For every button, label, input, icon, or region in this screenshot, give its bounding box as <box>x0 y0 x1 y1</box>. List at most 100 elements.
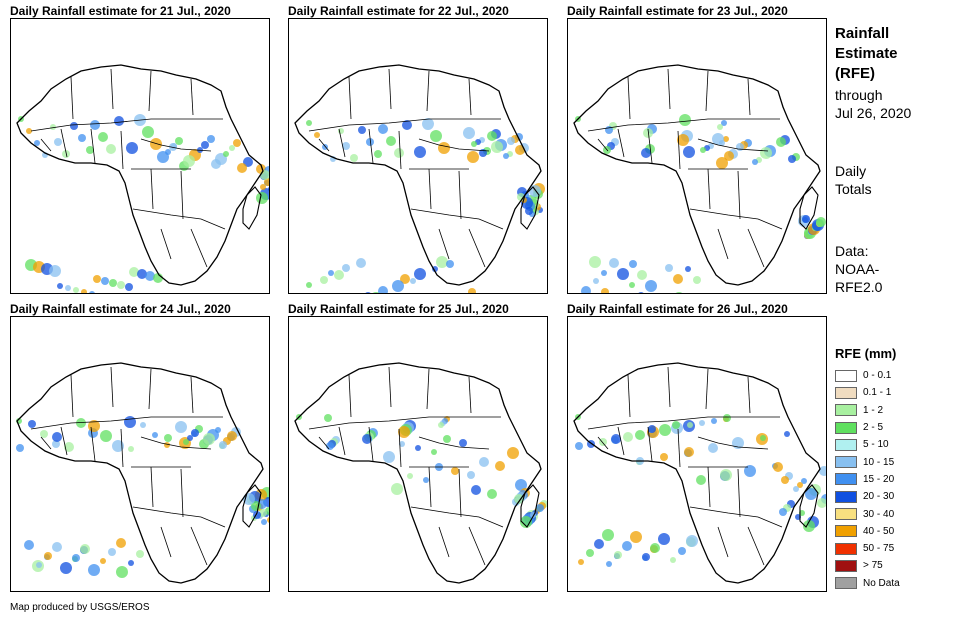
rainfall-patch <box>314 132 320 138</box>
country-border <box>647 426 653 462</box>
country-border <box>410 208 504 230</box>
map-25 <box>288 316 548 592</box>
rainfall-patch <box>451 467 459 475</box>
map-22 <box>288 18 548 294</box>
rainfall-patch <box>683 146 695 158</box>
country-border <box>190 78 194 116</box>
country-border <box>30 118 223 132</box>
rainfall-patch <box>723 136 729 142</box>
madagascar-outline <box>242 186 262 230</box>
legend-label: 5 - 10 <box>863 439 889 451</box>
rainfall-patch <box>89 291 95 293</box>
rainfall-patch <box>229 145 235 151</box>
country-border <box>132 208 226 230</box>
rainfall-patch <box>165 149 171 155</box>
rainfall-patch <box>699 420 705 426</box>
rainfall-patch <box>659 424 671 436</box>
rainfall-patch <box>124 416 136 428</box>
rainfall-patch <box>256 192 268 204</box>
rainfall-patch <box>78 134 86 142</box>
rainfall-patch <box>268 192 269 200</box>
country-border <box>160 228 172 260</box>
rainfall-patch <box>724 151 734 161</box>
rainfall-patch <box>642 553 650 561</box>
country-border <box>689 208 783 230</box>
legend-label: 0.1 - 1 <box>863 387 892 399</box>
rainfall-patch <box>438 142 450 154</box>
map-24 <box>10 316 270 592</box>
country-border <box>30 416 223 430</box>
rainfall-patch <box>142 126 154 138</box>
rainfall-patch <box>797 482 803 488</box>
country-border <box>677 428 681 468</box>
country-border <box>597 138 609 152</box>
rainfall-patch <box>463 127 475 139</box>
madagascar-outline <box>520 186 540 230</box>
panel-title: Daily Rainfall estimate for 24 Jul., 202… <box>10 302 231 316</box>
madagascar-outline <box>799 484 819 528</box>
rainfall-patch <box>65 285 71 291</box>
rainfall-patch <box>136 550 144 558</box>
rainfall-patch <box>52 440 60 448</box>
rainfall-patch <box>487 131 497 141</box>
panel-title: Daily Rainfall estimate for 22 Jul., 202… <box>288 4 509 18</box>
rainfall-patch <box>326 442 334 450</box>
rainfall-patch <box>517 193 525 201</box>
rainfall-patch <box>93 275 101 283</box>
rainfall-patch <box>76 418 86 428</box>
rainfall-patch <box>637 270 647 280</box>
legend-swatch <box>835 421 857 434</box>
rainfall-patch <box>116 566 128 578</box>
rainfall-patch <box>686 535 698 547</box>
rainfall-patch <box>334 270 344 280</box>
country-border <box>180 468 184 518</box>
legend-swatch <box>835 577 857 590</box>
rainfall-patch <box>503 153 509 159</box>
legend-item: 5 - 10 <box>835 436 955 453</box>
rainfall-patch <box>760 147 772 159</box>
rainfall-patch <box>80 544 90 554</box>
legend-item: > 75 <box>835 557 955 574</box>
rainfall-patch <box>423 477 429 483</box>
country-border <box>90 426 96 462</box>
rainfall-patch <box>415 445 421 451</box>
rainfall-patch <box>438 422 444 428</box>
rainfall-patch <box>268 186 269 192</box>
country-border <box>428 168 432 210</box>
madagascar-outline <box>520 484 540 528</box>
rainfall-patch <box>140 422 146 428</box>
rainfall-patch <box>183 155 195 167</box>
rainfall-patch <box>145 271 155 281</box>
legend-title: RFE (mm) <box>835 346 897 361</box>
rainfall-patch <box>622 541 632 551</box>
data-line: RFE2.0 <box>835 279 883 295</box>
rainfall-patch <box>635 430 645 440</box>
rainfall-patch <box>784 431 790 437</box>
africa-map <box>16 362 269 584</box>
sidebar-through: through Jul 26, 2020 <box>835 86 911 122</box>
rainfall-patch <box>338 128 344 134</box>
rainfall-patch <box>536 504 544 512</box>
rainfall-patch <box>394 148 404 158</box>
country-border <box>468 376 472 414</box>
through-line: Jul 26, 2020 <box>835 105 912 121</box>
rainfall-patch <box>723 414 731 422</box>
rainfall-patch <box>801 478 807 484</box>
rainfall-patch <box>648 425 656 433</box>
rainfall-patch <box>507 137 515 145</box>
rainfall-patch <box>215 427 221 433</box>
rainfall-patch <box>342 142 350 150</box>
rainfall-panel-24: Daily Rainfall estimate for 24 Jul., 202… <box>10 302 270 592</box>
legend-item: 30 - 40 <box>835 505 955 522</box>
rainfall-patch <box>201 141 209 149</box>
legend-swatch <box>835 456 857 469</box>
rainfall-patch <box>520 516 532 528</box>
country-border <box>667 366 671 408</box>
rainfall-patch <box>378 286 388 293</box>
rainfall-patch <box>641 148 651 158</box>
madagascar-outline <box>799 186 819 230</box>
country-border <box>388 68 392 110</box>
rainfall-patch <box>260 184 266 190</box>
country-border <box>150 168 154 210</box>
sidebar-title: Rainfall Estimate (RFE) <box>835 24 898 84</box>
